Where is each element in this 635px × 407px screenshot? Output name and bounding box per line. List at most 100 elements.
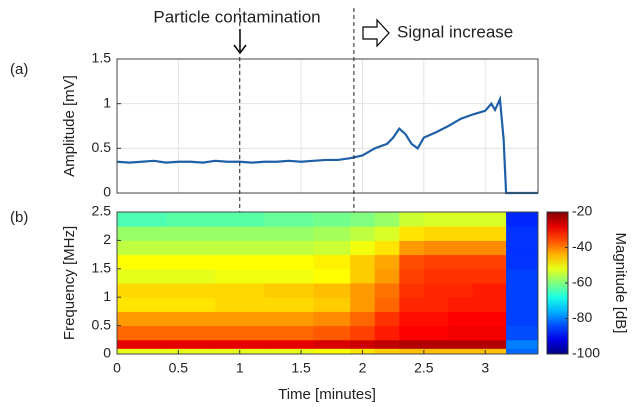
heatmap-cell xyxy=(313,212,351,227)
heatmap-cell xyxy=(448,339,474,349)
heatmap-cell xyxy=(350,268,376,284)
heatmap-cell xyxy=(215,240,265,256)
heatmap-cell xyxy=(215,339,265,349)
heatmap-cell xyxy=(506,297,539,312)
heatmap-cell xyxy=(215,325,265,341)
heatmap-cell xyxy=(472,311,507,327)
heatmap-cell xyxy=(472,226,507,241)
heatmap-cell xyxy=(215,311,265,327)
heatmap-cell xyxy=(423,240,449,256)
heatmap-cell xyxy=(313,348,351,355)
heatmap-cell xyxy=(374,268,400,284)
heatmap-cell xyxy=(166,226,216,241)
heatmap-cell xyxy=(166,297,216,312)
heatmap-cell xyxy=(506,311,539,327)
heatmap-cell xyxy=(117,254,167,270)
heatmap-cell xyxy=(374,325,400,341)
heatmap-cell xyxy=(399,283,425,298)
heatmap-cell xyxy=(117,348,167,355)
colorbar xyxy=(546,211,569,355)
heatmap-cell xyxy=(374,283,400,298)
plot-frame xyxy=(116,211,539,355)
heatmap-cell xyxy=(506,226,539,241)
heatmap-cell xyxy=(423,325,449,341)
heatmap-cell xyxy=(264,268,314,284)
heatmap-cell xyxy=(350,283,376,298)
heatmap-cell xyxy=(423,348,449,355)
heatmap-cell xyxy=(399,348,425,355)
heatmap-cell xyxy=(472,240,507,256)
heatmap-cell xyxy=(264,240,314,256)
heatmap-cell xyxy=(423,283,449,298)
heatmap-cell xyxy=(399,297,425,312)
y-tick-label: 1.5 xyxy=(92,50,112,66)
heatmap-cell xyxy=(264,311,314,327)
heatmap-cell xyxy=(117,268,167,284)
heatmap-cell xyxy=(117,297,167,312)
heatmap-cell xyxy=(506,339,539,349)
heatmap-cell xyxy=(472,325,507,341)
heatmap-cell xyxy=(264,283,314,298)
heatmap-cell xyxy=(117,212,167,227)
heatmap-cell xyxy=(350,226,376,241)
heatmap-cell xyxy=(423,268,449,284)
x-tick-label: 3 xyxy=(481,360,489,376)
heatmap-cell xyxy=(423,212,449,227)
heatmap-cell xyxy=(448,254,474,270)
heatmap-cell xyxy=(374,226,400,241)
heatmap-cell xyxy=(399,254,425,270)
heatmap-cell xyxy=(117,339,167,349)
heatmap-cell xyxy=(506,212,539,227)
heatmap-cell xyxy=(117,325,167,341)
panel-label: (b) xyxy=(10,209,28,226)
heatmap-cell xyxy=(350,311,376,327)
heatmap-cell xyxy=(472,339,507,349)
heatmap-cell xyxy=(506,348,539,355)
colorbar-tick-label: -40 xyxy=(572,238,592,254)
heatmap-cell xyxy=(264,297,314,312)
heatmap-cell xyxy=(448,268,474,284)
y-tick-label: 0.5 xyxy=(92,316,112,332)
heatmap-cell xyxy=(506,283,539,298)
heatmap-cell xyxy=(423,254,449,270)
heatmap-cell xyxy=(313,297,351,312)
heatmap-cell xyxy=(506,240,539,256)
colorbar-tick-label: -80 xyxy=(572,309,592,325)
heatmap-cell xyxy=(313,325,351,341)
heatmap-cell xyxy=(350,254,376,270)
heatmap-cell xyxy=(166,348,216,355)
heatmap-cell xyxy=(448,297,474,312)
x-tick-label: 1 xyxy=(236,360,244,376)
y-tick-label: 2.5 xyxy=(92,203,112,219)
heatmap-cell xyxy=(350,325,376,341)
heatmap-cell xyxy=(374,348,400,355)
heatmap-cell xyxy=(313,240,351,256)
heatmap-cell xyxy=(423,297,449,312)
x-tick-label: 0 xyxy=(113,360,121,376)
heatmap-cell xyxy=(117,283,167,298)
y-tick-label: 1 xyxy=(103,288,111,304)
x-axis-label: Time [minutes] xyxy=(278,386,376,403)
colorbar-tick-label: -60 xyxy=(572,274,592,290)
heatmap-cell xyxy=(166,339,216,349)
heatmap-cell xyxy=(117,226,167,241)
heatmap-cell xyxy=(399,268,425,284)
heatmap-cell xyxy=(399,311,425,327)
heatmap-cell xyxy=(399,212,425,227)
colorbar-label: Magnitude [dB] xyxy=(612,233,629,334)
heatmap-cell xyxy=(374,212,400,227)
heatmap-cell xyxy=(472,254,507,270)
heatmap-cell xyxy=(264,325,314,341)
colorbar-tick-label: -100 xyxy=(572,345,600,361)
heatmap-cell xyxy=(472,297,507,312)
heatmap-cell xyxy=(166,325,216,341)
heatmap-cell xyxy=(374,297,400,312)
heatmap-cell xyxy=(472,268,507,284)
heatmap-cell xyxy=(399,339,425,349)
heatmap-cell xyxy=(350,212,376,227)
heatmap-cell xyxy=(350,339,376,349)
arrow xyxy=(362,18,390,48)
heatmap-cell xyxy=(374,311,400,327)
heatmap-cell xyxy=(117,240,167,256)
heatmap-cell xyxy=(166,283,216,298)
